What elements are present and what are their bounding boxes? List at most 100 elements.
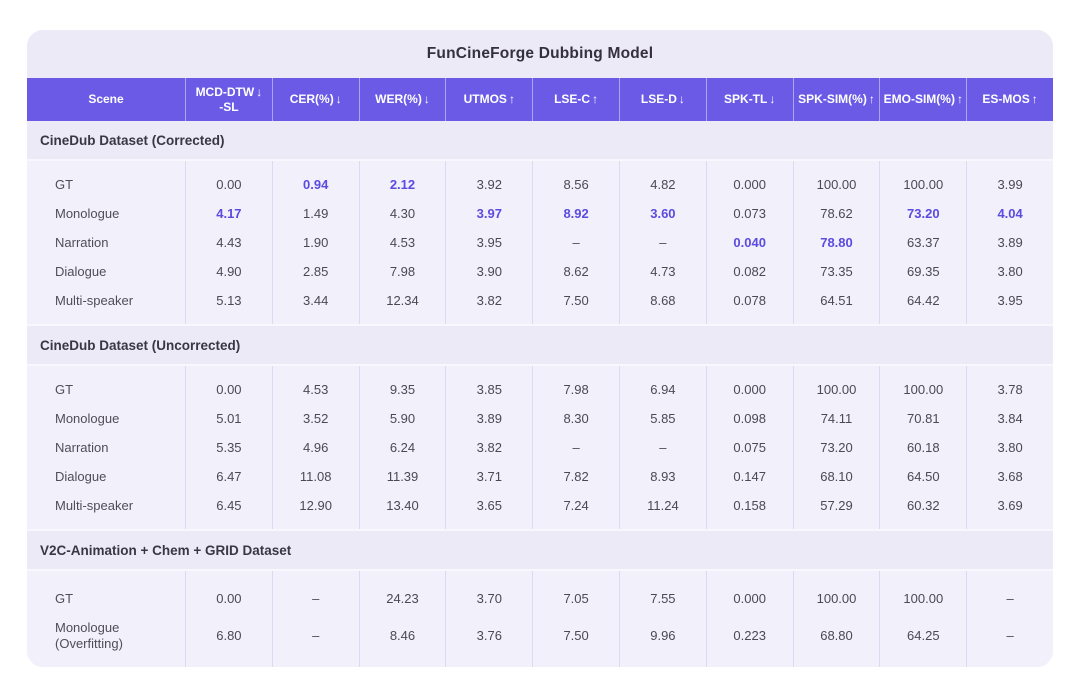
value-cell: 64.25 bbox=[907, 628, 940, 643]
sort-down-arrow-icon: ↓ bbox=[256, 85, 263, 100]
sort-down-arrow-icon: ↓ bbox=[335, 92, 342, 107]
value-cell: 4.53 bbox=[389, 235, 416, 250]
column-label: SPK-SIM(%) bbox=[798, 92, 867, 107]
metric-column: 4.82 3.60 – 4.73 8.68 bbox=[619, 161, 706, 324]
value-cell: 11.08 bbox=[299, 469, 332, 484]
scene-cell: GT bbox=[27, 580, 185, 617]
value-cell: 4.90 bbox=[216, 264, 242, 279]
value-cell: 60.18 bbox=[907, 440, 940, 455]
metric-column: 100.00 70.81 60.18 64.50 60.32 bbox=[879, 366, 966, 529]
metric-column: 7.98 8.30 – 7.82 7.24 bbox=[532, 366, 619, 529]
value-cell: – bbox=[1006, 591, 1014, 606]
value-cell: 5.13 bbox=[216, 293, 242, 308]
column-label: UTMOS bbox=[463, 92, 507, 107]
value-cell: 4.82 bbox=[650, 177, 676, 192]
scene-label: Monologue bbox=[55, 205, 120, 221]
scene-column: GT Monologue Narration Dialogue Multi-speake… bbox=[27, 161, 185, 324]
column-label: Scene bbox=[88, 92, 124, 107]
sort-up-arrow-icon: ↑ bbox=[868, 92, 875, 107]
value-cell: 3.95 bbox=[997, 293, 1023, 308]
value-cell: 8.30 bbox=[563, 411, 589, 426]
metric-column: 100.00 74.11 73.20 68.10 57.29 bbox=[792, 366, 880, 529]
metric-column: 0.000 0.098 0.075 0.147 0.158 bbox=[705, 366, 793, 529]
metric-column: – – bbox=[966, 571, 1053, 667]
scene-label: GT bbox=[55, 381, 74, 397]
value-cell: – bbox=[659, 235, 667, 250]
value-cell: 0.00 bbox=[216, 382, 242, 397]
scene-cell: Multi-speaker bbox=[27, 491, 185, 520]
metric-column: – – bbox=[271, 571, 359, 667]
scene-cell: Dialogue bbox=[27, 257, 185, 286]
value-cell: 3.60 bbox=[650, 206, 676, 221]
value-cell: 5.85 bbox=[650, 411, 676, 426]
metric-column: 2.12 4.30 4.53 7.98 12.34 bbox=[358, 161, 446, 324]
value-cell: 64.51 bbox=[820, 293, 853, 308]
metric-column: 0.00 6.80 bbox=[185, 571, 272, 667]
metric-column: 100.00 68.80 bbox=[792, 571, 880, 667]
scene-label: Narration bbox=[55, 234, 109, 250]
sort-up-arrow-icon: ↑ bbox=[508, 92, 515, 107]
metric-column: 0.94 1.49 1.90 2.85 3.44 bbox=[271, 161, 359, 324]
value-cell: 3.82 bbox=[476, 293, 502, 308]
value-cell: 5.01 bbox=[216, 411, 242, 426]
metric-column: 100.00 73.20 63.37 69.35 64.42 bbox=[879, 161, 966, 324]
results-card: FunCineForge Dubbing Model Scene MCD-DTW ↓… bbox=[27, 30, 1053, 667]
value-cell: 1.49 bbox=[303, 206, 329, 221]
section-body: GT Monologue Narration Dialogue Multi-speake… bbox=[27, 161, 1053, 324]
value-cell: – bbox=[572, 235, 580, 250]
value-cell: 0.082 bbox=[733, 264, 766, 279]
sort-up-arrow-icon: ↑ bbox=[956, 92, 963, 107]
value-cell: 64.42 bbox=[907, 293, 940, 308]
column-label: EMO-SIM(%) bbox=[883, 92, 955, 107]
table-header: Scene MCD-DTW ↓ -SL CER(%) ↓ WER(%) ↓ UTMOS ↑ LSE-… bbox=[27, 78, 1053, 121]
metric-column: 3.85 3.89 3.82 3.71 3.65 bbox=[445, 366, 532, 529]
column-header-utmos: UTMOS ↑ bbox=[445, 78, 532, 121]
column-header-spk-sim: SPK-SIM(%) ↑ bbox=[792, 78, 880, 121]
column-label: LSE-D bbox=[640, 92, 677, 107]
value-cell: 3.99 bbox=[997, 177, 1023, 192]
value-cell: 0.158 bbox=[733, 498, 766, 513]
value-cell: 4.30 bbox=[389, 206, 416, 221]
metric-column: 0.00 5.01 5.35 6.47 6.45 bbox=[185, 366, 272, 529]
column-header-es-mos: ES-MOS ↑ bbox=[966, 78, 1053, 121]
section-body: GT Monologue Narration Dialogue Multi-speake… bbox=[27, 366, 1053, 529]
scene-cell: Multi-speaker bbox=[27, 286, 185, 315]
value-cell: 100.00 bbox=[903, 382, 944, 397]
value-cell: – bbox=[659, 440, 667, 455]
value-cell: 3.78 bbox=[997, 382, 1023, 397]
value-cell: 73.35 bbox=[820, 264, 853, 279]
value-cell: 0.00 bbox=[216, 177, 242, 192]
metric-column: 3.70 3.76 bbox=[445, 571, 532, 667]
dataset-section: V2C-Animation + Chem + GRID Dataset GT Mon… bbox=[27, 529, 1053, 667]
metric-column: 0.00 4.17 4.43 4.90 5.13 bbox=[185, 161, 272, 324]
value-cell: 3.90 bbox=[476, 264, 502, 279]
value-cell: 4.96 bbox=[303, 440, 329, 455]
value-cell: 0.000 bbox=[733, 382, 766, 397]
column-label: ES-MOS bbox=[982, 92, 1030, 107]
column-header-spk-tl: SPK-TL ↓ bbox=[705, 78, 793, 121]
value-cell: 70.81 bbox=[907, 411, 940, 426]
value-cell: 12.90 bbox=[299, 498, 332, 513]
metric-column: 9.35 5.90 6.24 11.39 13.40 bbox=[358, 366, 446, 529]
value-cell: 100.00 bbox=[816, 591, 857, 606]
value-cell: 0.073 bbox=[733, 206, 766, 221]
column-header-cer: CER(%) ↓ bbox=[271, 78, 359, 121]
value-cell: 3.85 bbox=[476, 382, 502, 397]
column-label: LSE-C bbox=[554, 92, 591, 107]
value-cell: 7.55 bbox=[650, 591, 676, 606]
value-cell: 5.35 bbox=[216, 440, 242, 455]
value-cell: 100.00 bbox=[816, 382, 857, 397]
scene-label: Dialogue bbox=[55, 468, 107, 484]
value-cell: 0.098 bbox=[733, 411, 766, 426]
value-cell: 3.89 bbox=[476, 411, 502, 426]
value-cell: 3.76 bbox=[476, 628, 502, 643]
metric-column: 24.23 8.46 bbox=[358, 571, 446, 667]
dataset-section: CineDub Dataset (Corrected) GT Monologue Na… bbox=[27, 121, 1053, 324]
value-cell: 3.71 bbox=[476, 469, 502, 484]
value-cell: 7.98 bbox=[563, 382, 589, 397]
scene-label: Monologue bbox=[55, 410, 120, 426]
value-cell: 8.56 bbox=[563, 177, 589, 192]
metric-column: 0.000 0.223 bbox=[705, 571, 793, 667]
value-cell: 1.90 bbox=[303, 235, 329, 250]
value-cell: 11.39 bbox=[386, 469, 419, 484]
